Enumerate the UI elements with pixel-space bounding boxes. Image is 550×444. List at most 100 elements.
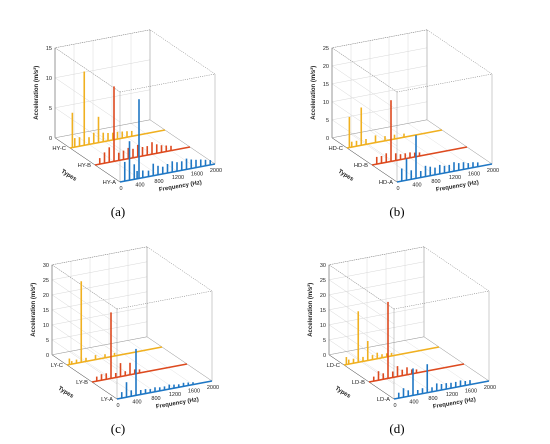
series-label: HY-C <box>52 146 66 152</box>
series-LY-B: LY-B <box>76 312 188 386</box>
box-edge <box>149 119 216 165</box>
box-edge-dotted <box>146 246 213 292</box>
x-tick-label: 400 <box>132 399 141 405</box>
series-label: LY-B <box>76 380 88 386</box>
x-tick-label: 800 <box>428 396 437 402</box>
series-label: LY-A <box>101 397 113 403</box>
back-wall-gridline <box>51 306 148 326</box>
x-tick-label: 1200 <box>446 392 458 398</box>
series-HD-B: HD-B <box>354 100 468 169</box>
y-tick-label: 25 <box>320 278 326 284</box>
y-tick-label: 10 <box>46 76 52 82</box>
x-tick-label: 400 <box>412 182 421 188</box>
box-edge-dotted <box>393 290 490 310</box>
box-edge-dotted <box>149 29 216 75</box>
box-edge-dotted <box>54 29 151 49</box>
box-edge-dotted <box>423 246 490 292</box>
back-wall-gridline <box>328 306 425 326</box>
y-tick-label: 15 <box>320 308 326 314</box>
box-edge <box>146 336 213 382</box>
x-tick-label: 1600 <box>465 389 477 395</box>
back-wall-gridline <box>328 261 425 281</box>
types-axis-line <box>51 354 118 400</box>
y-axis-label: Acceleration (m/s²) <box>307 283 314 337</box>
y-tick-label: 5 <box>49 106 52 112</box>
side-wall-gridline <box>328 279 395 325</box>
back-wall-gridline <box>51 276 148 296</box>
x-tick-label: 2000 <box>484 385 496 391</box>
x-tick-label: 800 <box>151 396 160 402</box>
y-tick-label: 0 <box>46 353 49 359</box>
panel-caption: (d) <box>389 421 404 436</box>
chart-panel-d: 0 5 10 15 20 25 30 0 400 800 1200 1600 2000 Accelerat… <box>307 246 496 410</box>
panel-caption: (c) <box>111 421 125 436</box>
x-tick-label: 1600 <box>191 172 203 178</box>
side-wall-gridline <box>328 324 395 370</box>
y-tick-label: 20 <box>323 64 329 70</box>
side-wall-gridline <box>331 65 398 111</box>
side-wall-gridline <box>51 264 118 310</box>
x-axis-label: Frequency (Hz) <box>159 180 203 193</box>
box-edge <box>423 336 490 382</box>
floor-gridline <box>130 123 197 168</box>
side-wall-gridline <box>331 101 398 147</box>
y-tick-label: 20 <box>320 293 326 299</box>
y-tick-label: 15 <box>46 46 52 52</box>
x-tick-label: 0 <box>116 403 119 409</box>
types-axis-label: Types <box>60 169 78 183</box>
series-label: LD-A <box>377 397 390 403</box>
y-tick-label: 15 <box>323 82 329 88</box>
series-label: LD-B <box>352 380 365 386</box>
x-tick-label: 1200 <box>169 392 181 398</box>
x-tick-label: 800 <box>431 179 440 185</box>
series-HY-B: HY-B <box>78 86 191 169</box>
series-LY-A: LY-A <box>101 348 213 403</box>
y-axis-label: Acceleration (m/s²) <box>33 66 40 120</box>
y-tick-label: 10 <box>323 100 329 106</box>
y-axis-label: Acceleration (m/s²) <box>310 66 317 120</box>
back-wall-gridline <box>54 89 151 109</box>
y-tick-label: 20 <box>43 293 49 299</box>
box-edge-dotted <box>328 246 425 266</box>
x-tick-label: 400 <box>409 399 418 405</box>
y-tick-label: 5 <box>326 118 329 124</box>
chart-panel-c: 0 5 10 15 20 25 30 0 400 800 1200 1600 2000 Accelerat… <box>30 246 219 410</box>
y-tick-label: 10 <box>43 323 49 329</box>
y-tick-label: 15 <box>43 308 49 314</box>
back-wall-gridline <box>331 83 428 103</box>
series-label: HD-A <box>379 180 393 186</box>
series-LD-C: LD-C <box>326 311 440 369</box>
back-wall-gridline <box>328 291 425 311</box>
box-edge-dotted <box>331 29 428 49</box>
box-edge-dotted <box>396 73 493 93</box>
series-label: LY-C <box>51 363 63 369</box>
side-wall-gridline <box>51 309 118 355</box>
side-wall-gridline <box>328 309 395 355</box>
chart-panel-b: 0 5 10 15 20 25 0 400 800 1200 1600 2000 Acceleratio… <box>310 29 499 193</box>
y-tick-label: 10 <box>320 323 326 329</box>
y-tick-label: 0 <box>49 136 52 142</box>
floor-gridline <box>404 340 471 385</box>
box-edge-dotted <box>51 246 148 266</box>
box-edge <box>328 336 425 356</box>
series-HY-C: HY-C <box>52 71 166 152</box>
box-edge <box>426 119 493 165</box>
side-wall-gridline <box>51 324 118 370</box>
floor-gridline <box>385 343 452 389</box>
side-wall-gridline <box>328 264 395 310</box>
series-label: HY-B <box>78 163 91 169</box>
y-axis-label: Acceleration (m/s²) <box>30 283 37 337</box>
series-label: HD-B <box>354 163 368 169</box>
side-wall-gridline <box>331 83 398 129</box>
y-tick-label: 30 <box>43 263 49 269</box>
x-tick-label: 2000 <box>207 385 219 391</box>
box-edge <box>54 119 151 139</box>
side-wall-gridline <box>51 294 118 340</box>
series-HD-A: HD-A <box>379 135 493 186</box>
box-edge-dotted <box>116 290 213 310</box>
side-wall-gridline <box>51 279 118 325</box>
y-tick-label: 5 <box>323 338 326 344</box>
floor-gridline <box>369 130 436 176</box>
side-wall-gridline <box>54 77 121 123</box>
side-wall-gridline <box>331 119 398 165</box>
